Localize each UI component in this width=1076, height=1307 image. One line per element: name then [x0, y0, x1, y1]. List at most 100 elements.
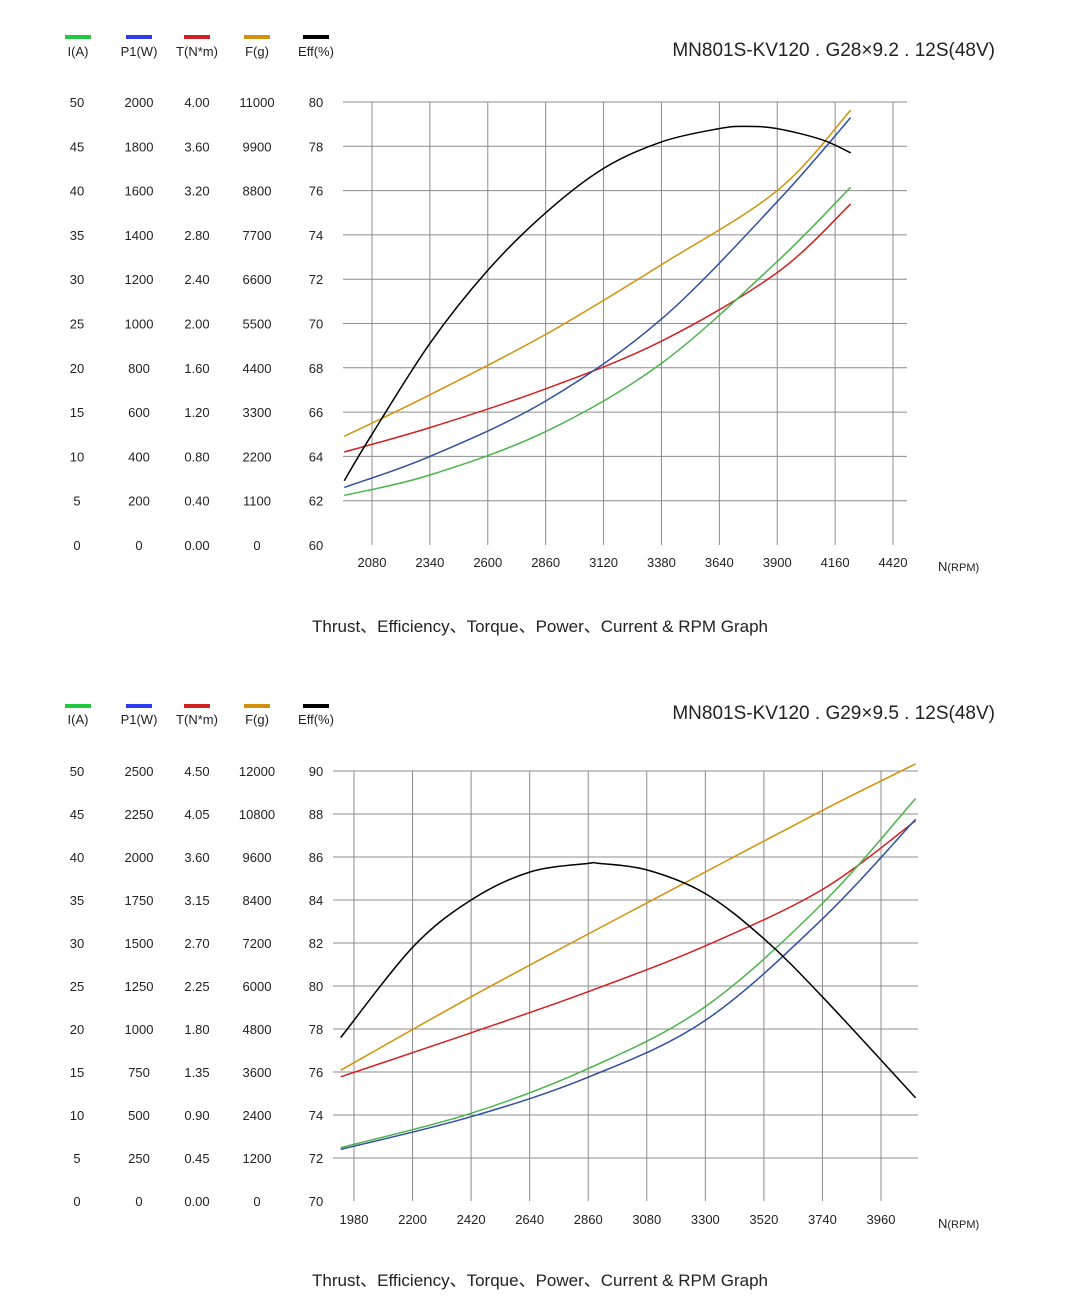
- y-tick-label-t: 2.70: [184, 936, 209, 951]
- y-tick-label-f: 9600: [243, 850, 272, 865]
- y-tick-label-eff: 72: [309, 1151, 323, 1166]
- y-tick-label-i: 40: [70, 850, 84, 865]
- chart-caption: Thrust、Efficiency、Torque、Power、Current &…: [312, 617, 768, 636]
- y-tick-label-eff: 90: [309, 764, 323, 779]
- x-tick-label: 2340: [415, 555, 444, 570]
- y-tick-label-i: 20: [70, 1022, 84, 1037]
- x-axis-label: N(RPM): [938, 559, 979, 574]
- y-tick-label-eff: 68: [309, 361, 323, 376]
- series-line-f: [340, 763, 916, 1071]
- y-tick-label-t: 2.40: [184, 272, 209, 287]
- y-tick-label-t: 0.00: [184, 538, 209, 553]
- y-tick-label-i: 50: [70, 95, 84, 110]
- y-tick-label-f: 10800: [239, 807, 275, 822]
- y-tick-label-i: 35: [70, 893, 84, 908]
- x-tick-label: 3120: [589, 555, 618, 570]
- chart-g29-panel: I(A) P1(W) T(N*m) F(g) Eff(%) MN801S-KV120 . …: [65, 703, 995, 1290]
- y-tick-label-t: 3.60: [184, 139, 209, 154]
- chart-g28-panel: I(A) P1(W) T(N*m) F(g) Eff(%) MN801S-KV120 . …: [65, 35, 995, 636]
- y-tick-label-f: 3600: [243, 1065, 272, 1080]
- x-axis-label-n: N: [938, 1216, 947, 1231]
- y-tick-label-eff: 84: [309, 893, 323, 908]
- y-tick-label-i: 15: [70, 1065, 84, 1080]
- y-tick-label-i: 30: [70, 272, 84, 287]
- legend-label-eff: Eff(%): [298, 44, 334, 59]
- y-tick-label-p1: 0: [135, 538, 142, 553]
- series-line-eff: [340, 861, 917, 1099]
- x-tick-label: 3900: [763, 555, 792, 570]
- y-tick-label-eff: 64: [309, 449, 323, 464]
- chart-caption: Thrust、Efficiency、Torque、Power、Current &…: [312, 1271, 768, 1290]
- y-tick-label-eff: 66: [309, 405, 323, 420]
- y-tick-label-t: 4.05: [184, 807, 209, 822]
- y-tick-label-p1: 1600: [125, 184, 154, 199]
- legend-label-i: I(A): [68, 712, 89, 727]
- y-tick-label-p1: 2000: [125, 95, 154, 110]
- y-tick-label-eff: 76: [309, 1065, 323, 1080]
- y-tick-label-eff: 76: [309, 184, 323, 199]
- legend-swatch-t: [184, 35, 210, 39]
- y-tick-label-eff: 72: [309, 272, 323, 287]
- y-tick-label-f: 0: [253, 1194, 260, 1209]
- legend-label-i: I(A): [68, 44, 89, 59]
- y-tick-label-t: 0.40: [184, 494, 209, 509]
- legend-label-f: F(g): [245, 712, 269, 727]
- legend-swatch-i: [65, 35, 91, 39]
- y-tick-label-p1: 1250: [125, 979, 154, 994]
- y-tick-label-p1: 2500: [125, 764, 154, 779]
- y-tick-label-f: 8400: [243, 893, 272, 908]
- x-tick-label: 2600: [473, 555, 502, 570]
- x-tick-label: 1980: [340, 1212, 369, 1227]
- y-tick-label-t: 1.80: [184, 1022, 209, 1037]
- legend-swatch-eff: [303, 704, 329, 708]
- y-tick-label-i: 45: [70, 139, 84, 154]
- y-tick-label-p1: 750: [128, 1065, 150, 1080]
- y-tick-label-eff: 86: [309, 850, 323, 865]
- y-tick-label-eff: 78: [309, 139, 323, 154]
- y-tick-label-p1: 500: [128, 1108, 150, 1123]
- chart-title: MN801S-KV120 . G29×9.5 . 12S(48V): [672, 703, 995, 724]
- y-tick-label-p1: 2250: [125, 807, 154, 822]
- y-tick-label-t: 0.90: [184, 1108, 209, 1123]
- y-tick-label-p1: 1000: [125, 1022, 154, 1037]
- y-tick-label-eff: 74: [309, 1108, 323, 1123]
- y-tick-label-eff: 70: [309, 317, 323, 332]
- y-tick-label-f: 6600: [243, 272, 272, 287]
- y-tick-label-eff: 74: [309, 228, 323, 243]
- y-tick-label-f: 2400: [243, 1108, 272, 1123]
- y-tick-label-t: 2.25: [184, 979, 209, 994]
- y-tick-label-eff: 78: [309, 1022, 323, 1037]
- y-tick-label-f: 4400: [243, 361, 272, 376]
- y-tick-label-i: 10: [70, 449, 84, 464]
- y-tick-label-f: 5500: [243, 317, 272, 332]
- y-tick-label-p1: 800: [128, 361, 150, 376]
- y-tick-label-f: 8800: [243, 184, 272, 199]
- legend-swatch-p1: [126, 35, 152, 39]
- y-tick-label-i: 15: [70, 405, 84, 420]
- legend-label-f: F(g): [245, 44, 269, 59]
- chart-title: MN801S-KV120 . G28×9.2 . 12S(48V): [672, 40, 995, 61]
- y-tick-label-i: 5: [73, 1151, 80, 1166]
- y-tick-label-f: 7200: [243, 936, 272, 951]
- y-tick-label-eff: 88: [309, 807, 323, 822]
- x-axis-label-unit: (RPM): [947, 1219, 979, 1231]
- y-tick-label-t: 2.00: [184, 317, 209, 332]
- y-tick-label-p1: 250: [128, 1151, 150, 1166]
- y-tick-label-i: 25: [70, 317, 84, 332]
- y-tick-label-p1: 1400: [125, 228, 154, 243]
- y-tick-label-eff: 70: [309, 1194, 323, 1209]
- series-line-t: [340, 820, 917, 1078]
- x-axis-label: N(RPM): [938, 1216, 979, 1231]
- y-tick-label-i: 50: [70, 764, 84, 779]
- x-tick-label: 2080: [358, 555, 387, 570]
- legend-label-p1: P1(W): [121, 44, 158, 59]
- y-tick-label-p1: 0: [135, 1194, 142, 1209]
- series-line-eff: [343, 125, 852, 482]
- legend-label-p1: P1(W): [121, 712, 158, 727]
- series-line-p1: [343, 117, 852, 489]
- x-tick-label: 3380: [647, 555, 676, 570]
- x-tick-label: 3080: [632, 1212, 661, 1227]
- legend-label-eff: Eff(%): [298, 712, 334, 727]
- y-tick-label-eff: 60: [309, 538, 323, 553]
